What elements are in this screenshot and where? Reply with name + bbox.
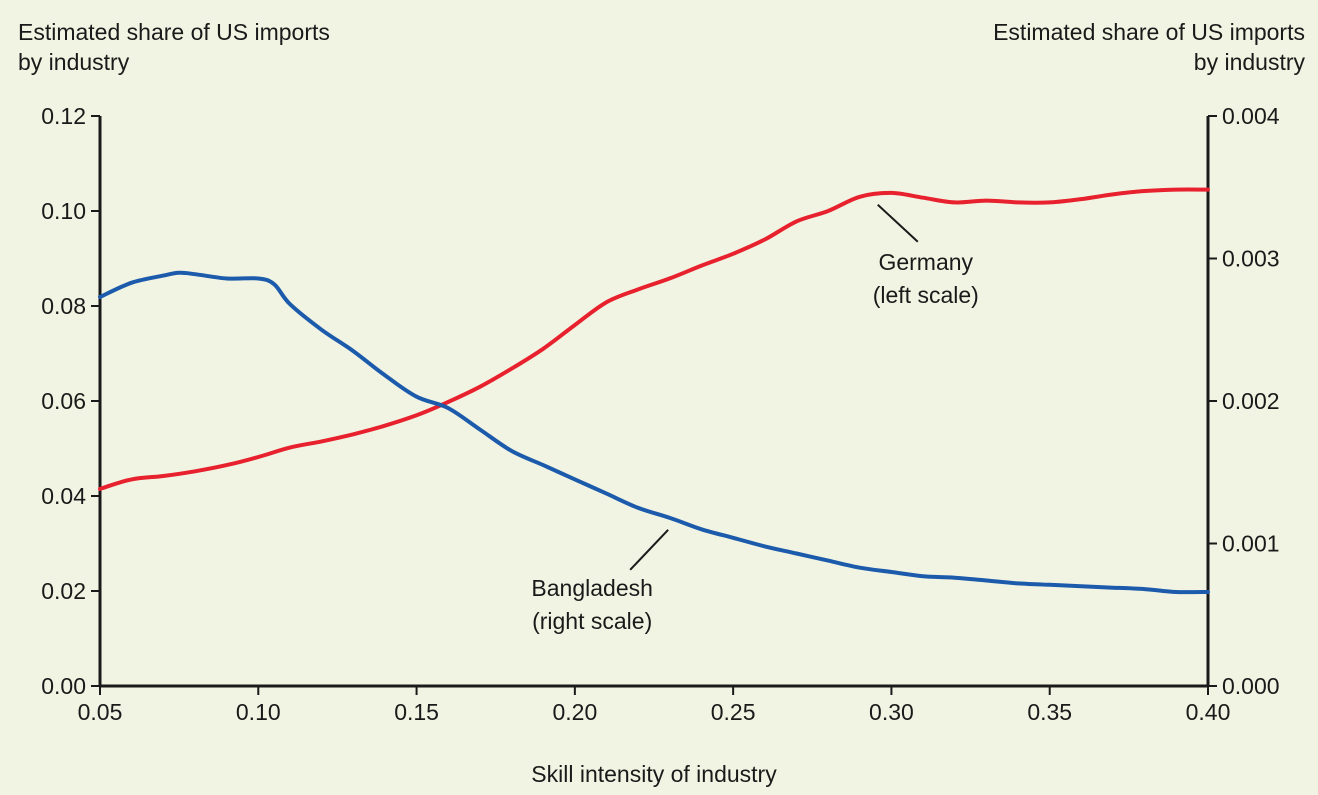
left-y-tick-label: 0.06 <box>41 388 86 414</box>
germany-label-line-2: (left scale) <box>873 282 979 308</box>
x-tick-label: 0.40 <box>1186 699 1231 725</box>
x-tick-label: 0.25 <box>711 699 756 725</box>
left-y-tick-label: 0.04 <box>41 483 86 509</box>
right-axis-title-line-1: Estimated share of US imports <box>993 19 1305 45</box>
left-y-tick-label: 0.12 <box>41 103 86 129</box>
left-y-tick-label: 0.02 <box>41 578 86 604</box>
x-tick-label: 0.10 <box>236 699 281 725</box>
germany-series-line <box>98 187 1210 491</box>
right-y-tick-label: 0.001 <box>1222 531 1280 557</box>
x-tick-label: 0.20 <box>552 699 597 725</box>
annotation-group: Germany (left scale) Bangladesh (right scal… <box>531 204 979 634</box>
x-tick-label: 0.15 <box>394 699 439 725</box>
bangladesh-label-line-2: (right scale) <box>532 608 652 634</box>
right-axis-ticks: 0.000 0.001 0.002 0.003 0.004 <box>1208 103 1280 699</box>
left-axis-title-line-2: by industry <box>18 49 130 75</box>
bangladesh-series-line <box>98 270 1210 595</box>
left-axis-title-line-1: Estimated share of US imports <box>18 19 330 45</box>
left-y-tick-label: 0.00 <box>41 673 86 699</box>
right-axis-title-line-2: by industry <box>1194 49 1306 75</box>
right-y-tick-label: 0.003 <box>1222 246 1280 272</box>
x-tick-label: 0.05 <box>78 699 123 725</box>
right-y-tick-label: 0.002 <box>1222 388 1280 414</box>
left-y-tick-label: 0.10 <box>41 198 86 224</box>
germany-label-line-1: Germany <box>878 249 973 275</box>
right-y-tick-label: 0.000 <box>1222 673 1280 699</box>
germany-leader-line <box>877 204 919 243</box>
x-tick-label: 0.35 <box>1027 699 1072 725</box>
bangladesh-leader-line <box>629 529 669 571</box>
left-axis-ticks: 0.00 0.02 0.04 0.06 0.08 0.10 0.12 <box>41 103 100 699</box>
x-tick-label: 0.30 <box>869 699 914 725</box>
x-axis-title: Skill intensity of industry <box>531 761 777 787</box>
right-y-tick-label: 0.004 <box>1222 103 1280 129</box>
x-axis-ticks: 0.05 0.10 0.15 0.20 0.25 0.30 0.35 0.40 <box>78 686 1231 725</box>
series-group <box>98 187 1210 595</box>
bangladesh-label-line-1: Bangladesh <box>531 575 653 601</box>
left-y-tick-label: 0.08 <box>41 293 86 319</box>
